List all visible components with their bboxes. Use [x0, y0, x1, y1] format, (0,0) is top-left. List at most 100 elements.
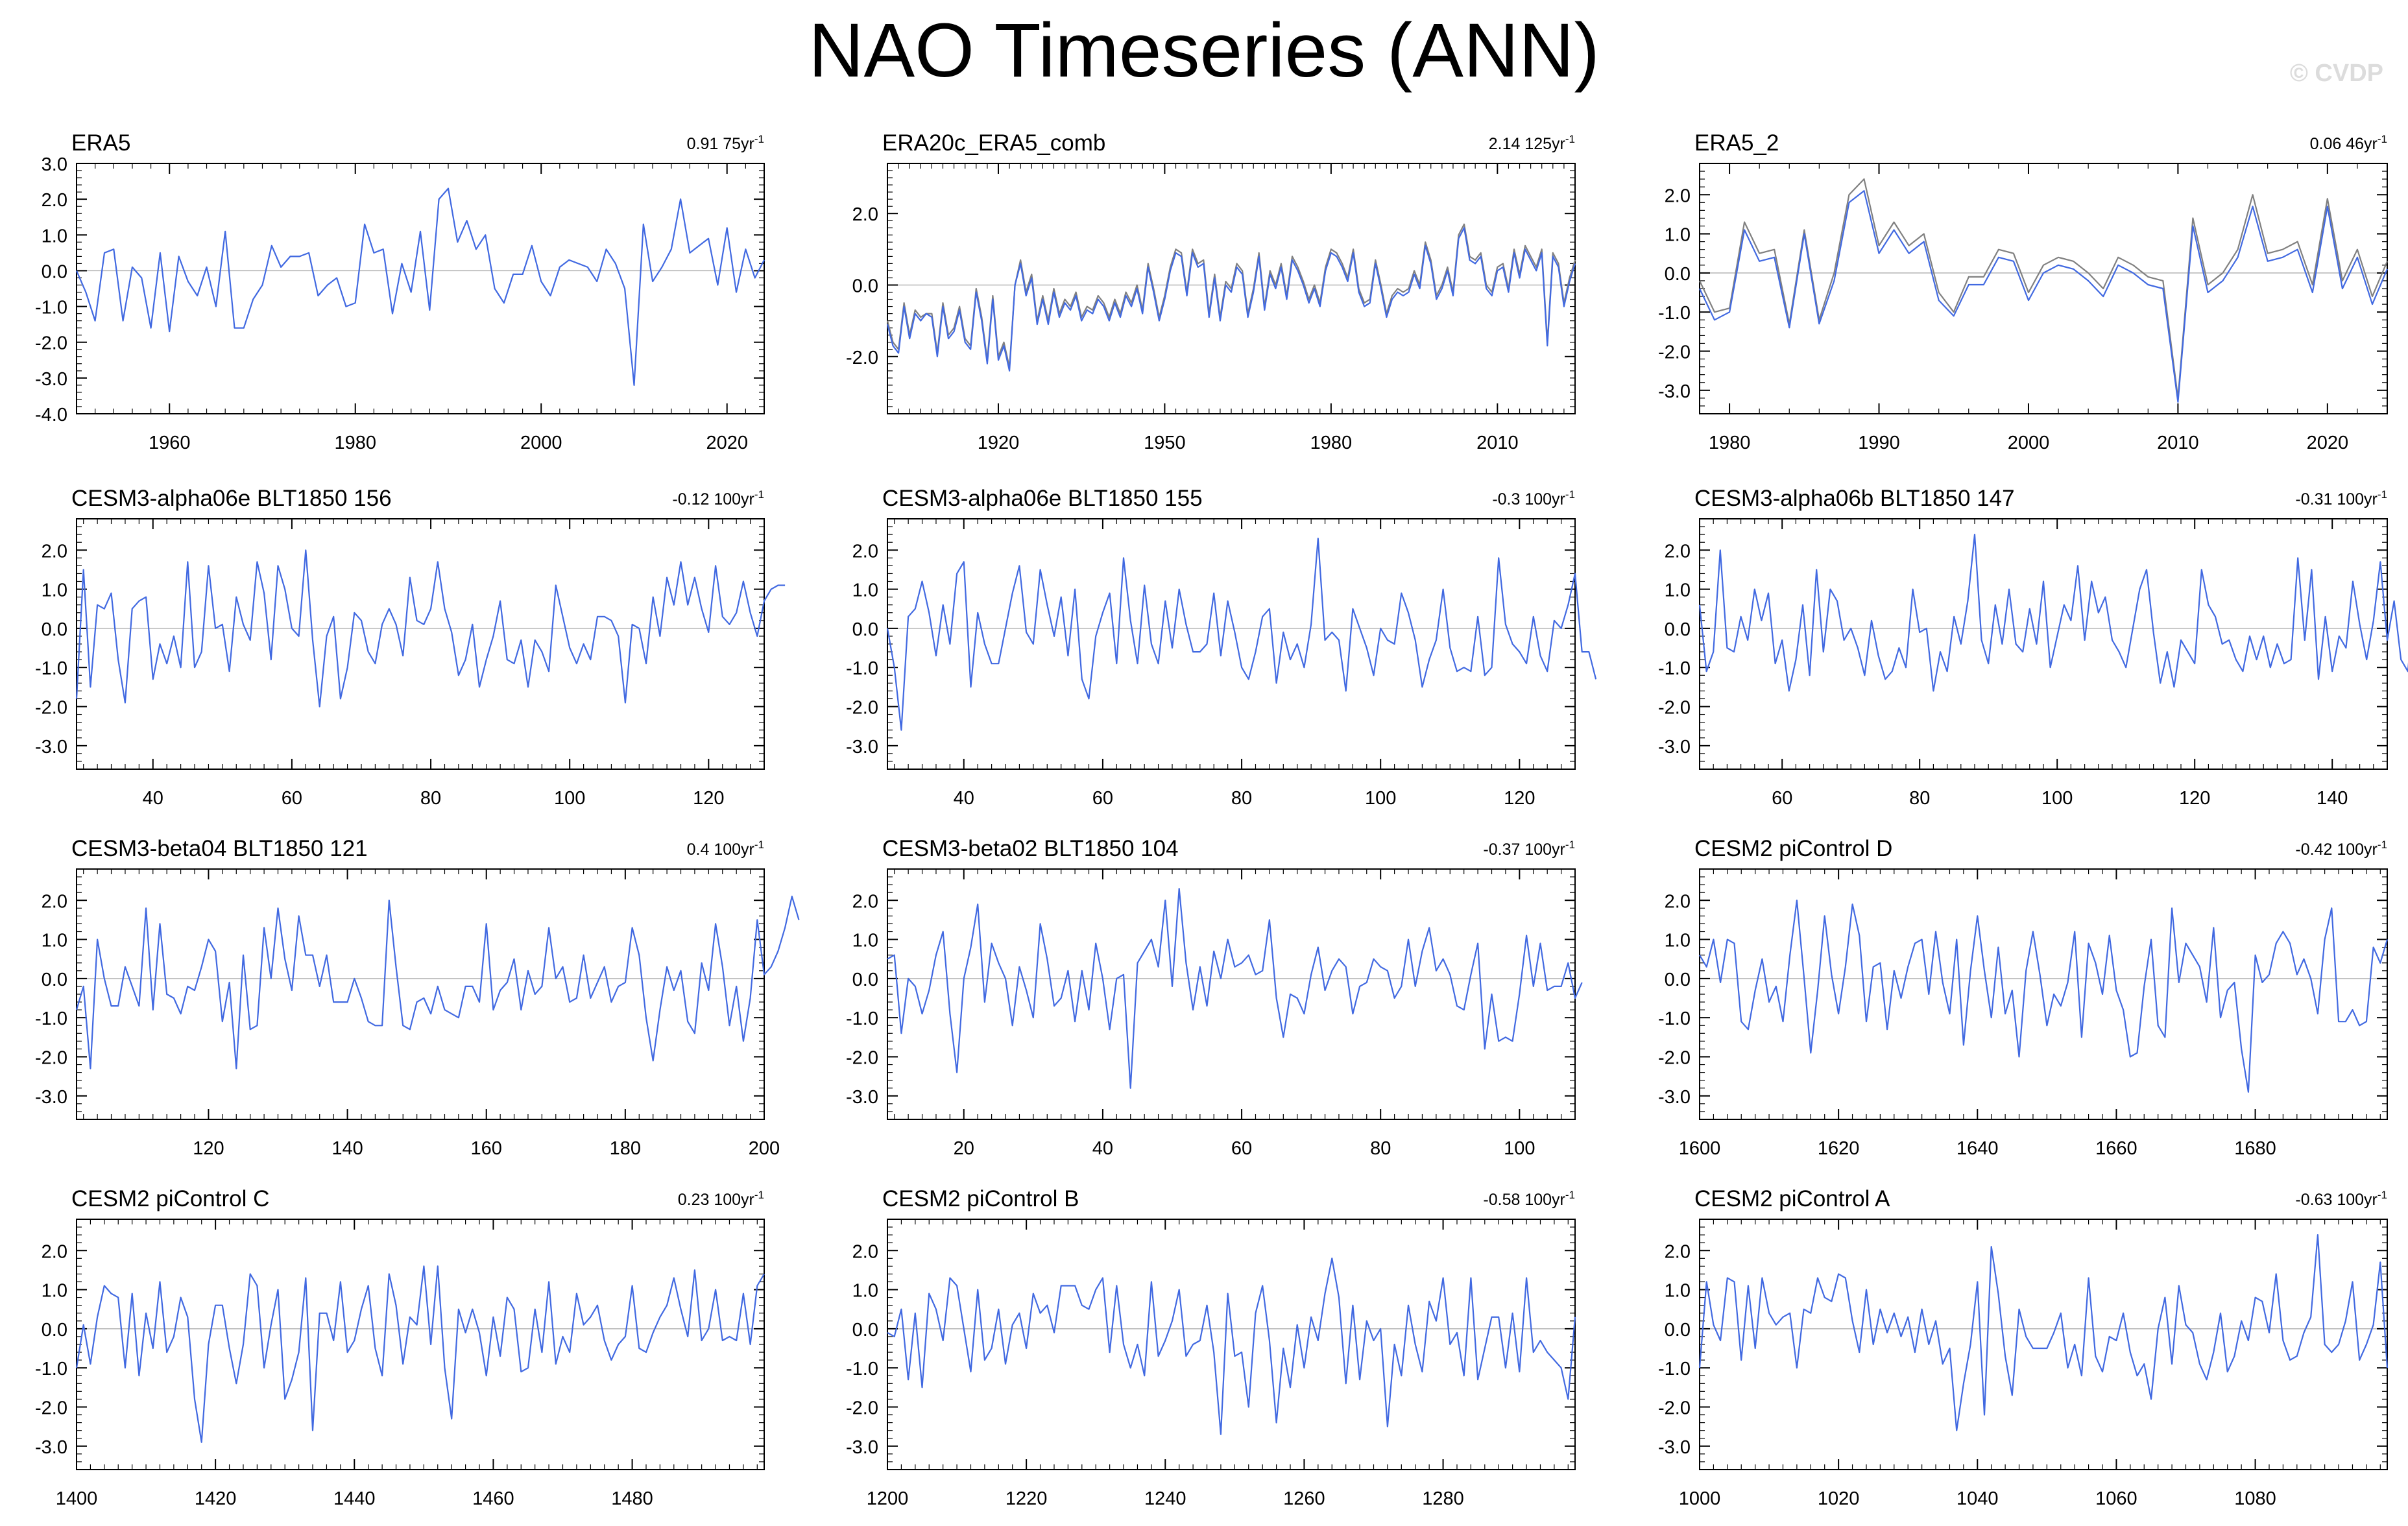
y-tick-label: -3.0: [1658, 737, 1691, 757]
series-line-2: [1699, 178, 2389, 399]
y-tick-label: 0.0: [852, 970, 878, 990]
plot-frame: [1699, 163, 2388, 414]
y-tick-label: 1.0: [1665, 931, 1691, 951]
x-tick-label: 80: [1370, 1138, 1391, 1159]
y-tick-label: 2.0: [42, 541, 67, 562]
y-tick-label: -1.0: [1658, 1008, 1691, 1029]
x-tick-label: 1040: [1956, 1488, 1999, 1509]
trend-value: 2.14 125yr: [1489, 135, 1565, 153]
series-line-1: [886, 227, 1576, 372]
x-tick-label: 60: [1092, 788, 1113, 809]
y-tick-label: -2.0: [1658, 1398, 1691, 1419]
y-tick-label: 2.0: [1665, 891, 1691, 912]
chart-panel-2: 2.0 0.0 -2.0 1920 1950 1980 2010 ERA20c_ERA5_co…: [846, 130, 1576, 453]
y-tick-label: 2.0: [852, 891, 878, 912]
plot-frame: [76, 518, 765, 770]
trend-value: -0.37 100yr: [1483, 840, 1565, 859]
y-tick-label: 2.0: [852, 1241, 878, 1262]
x-tick-label: 100: [1365, 788, 1396, 809]
plot-frame: [887, 1219, 1576, 1470]
y-tick-label: -2.0: [846, 1398, 878, 1419]
y-tick-label: 1.0: [1665, 1281, 1691, 1302]
x-tick-label: 1480: [611, 1488, 653, 1509]
y-tick-label: -3.0: [846, 1087, 878, 1108]
y-tick-label: -3.0: [35, 737, 67, 757]
trend-value: 0.91 75yr: [687, 135, 754, 153]
chart-panel-5: 2.0 1.0 0.0 -1.0 -2.0 -3.0 40 60 80 100 120 CESM3-a…: [846, 486, 1597, 809]
y-tick-label: 0.0: [42, 261, 67, 282]
series-line-1: [886, 538, 1597, 731]
x-tick-label: 1220: [1005, 1488, 1048, 1509]
x-tick-label: 1640: [1956, 1138, 1999, 1159]
series-line-2: [886, 223, 1576, 368]
x-tick-label: 80: [1909, 788, 1930, 809]
x-tick-label: 2000: [520, 433, 562, 453]
y-tick-label: -1.0: [35, 658, 67, 679]
chart-panel-11: 2.0 1.0 0.0 -1.0 -2.0 -3.0 1200 1220 1240 1260 128…: [846, 1186, 1576, 1509]
x-tick-label: 40: [1092, 1138, 1113, 1159]
x-tick-label: 140: [2317, 788, 2348, 809]
x-tick-label: 180: [610, 1138, 641, 1159]
y-tick-label: -2.0: [1658, 1048, 1691, 1069]
x-tick-label: 1060: [2095, 1488, 2137, 1509]
trend-label: -0.37 100yr-1: [1483, 839, 1575, 859]
trend-label: -0.3 100yr-1: [1492, 488, 1575, 508]
trend-label: -0.31 100yr-1: [2295, 488, 2387, 508]
x-tick-label: 1240: [1144, 1488, 1186, 1509]
trend-unit-exponent: -1: [2378, 839, 2387, 851]
x-tick-label: 1960: [149, 433, 191, 453]
x-tick-label: 1200: [867, 1488, 909, 1509]
x-tick-label: 1680: [2234, 1138, 2276, 1159]
y-tick-label: 2.0: [1665, 185, 1691, 206]
y-tick-label: -2.0: [35, 1048, 67, 1069]
y-tick-label: 1.0: [42, 931, 67, 951]
y-tick-label: 0.0: [852, 619, 878, 640]
cvdp-credit: © CVDP: [2289, 60, 2383, 87]
panel-title: CESM3-alpha06e BLT1850 155: [882, 486, 1203, 511]
series-line-1: [1698, 1234, 2389, 1431]
y-tick-label: 2.0: [42, 891, 67, 912]
chart-panel-4: 2.0 1.0 0.0 -1.0 -2.0 -3.0 40 60 80 100 120 CESM3-a…: [35, 486, 786, 809]
x-tick-label: 1660: [2095, 1138, 2137, 1159]
y-tick-label: -3.0: [846, 737, 878, 757]
trend-value: -0.42 100yr: [2295, 840, 2377, 859]
series-line-1: [1699, 190, 2389, 403]
panel-title: ERA5_2: [1694, 130, 1779, 156]
trend-unit-exponent: -1: [1565, 133, 1575, 145]
chart-panel-1: 3.0 2.0 1.0 0.0 -1.0 -2.0 -3.0 -4.0 1960 1980 2000…: [35, 130, 765, 453]
y-tick-label: 0.0: [1665, 970, 1691, 990]
panel-title: CESM3-alpha06b BLT1850 147: [1694, 486, 2015, 511]
x-tick-label: 120: [2179, 788, 2210, 809]
series-line-1: [75, 1265, 765, 1443]
x-tick-label: 1980: [334, 433, 376, 453]
plot-frame: [76, 163, 765, 414]
panel-title: CESM2 piControl A: [1694, 1186, 1890, 1211]
x-tick-label: 1440: [333, 1488, 376, 1509]
trend-value: -0.63 100yr: [2295, 1191, 2377, 1209]
trend-value: -0.3 100yr: [1492, 490, 1565, 508]
series-line-1: [887, 1258, 1576, 1435]
x-tick-label: 2000: [2008, 433, 2050, 453]
chart-panel-6: 2.0 1.0 0.0 -1.0 -2.0 -3.0 60 80 100 120 140 CESM3-…: [1658, 486, 2408, 809]
y-tick-label: 1.0: [852, 580, 878, 601]
trend-unit-exponent: -1: [2378, 488, 2387, 501]
y-tick-label: 2.0: [852, 204, 878, 225]
x-tick-label: 120: [693, 788, 724, 809]
y-tick-label: 1.0: [852, 1281, 878, 1302]
x-tick-label: 100: [1504, 1138, 1535, 1159]
x-tick-label: 2020: [706, 433, 748, 453]
y-tick-label: -4.0: [35, 405, 67, 425]
plot-frame: [76, 868, 765, 1120]
y-tick-label: 2.0: [852, 541, 878, 562]
y-tick-label: -1.0: [35, 1008, 67, 1029]
trend-unit-exponent: -1: [1565, 839, 1575, 851]
panel-title: CESM3-beta04 BLT1850 121: [71, 836, 368, 861]
trend-unit-exponent: -1: [754, 1189, 764, 1201]
series-line-1: [75, 549, 786, 708]
x-tick-label: 100: [2041, 788, 2073, 809]
trend-value: 0.23 100yr: [678, 1191, 754, 1209]
trend-unit-exponent: -1: [754, 133, 764, 145]
y-tick-label: -2.0: [846, 698, 878, 719]
trend-unit-exponent: -1: [754, 839, 764, 851]
